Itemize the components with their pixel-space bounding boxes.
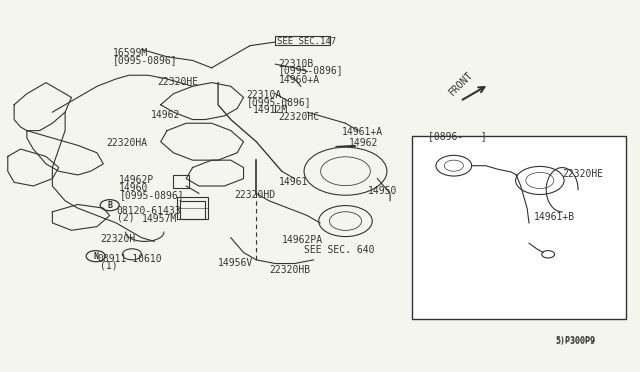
Text: 14960+A: 14960+A: [278, 75, 320, 85]
Bar: [180, 201, 205, 219]
Text: SEE SEC.147: SEE SEC.147: [277, 37, 337, 46]
Text: 16599M: 16599M: [113, 48, 148, 58]
Text: SEE SEC. 640: SEE SEC. 640: [304, 245, 374, 255]
Text: 5)P300P9: 5)P300P9: [556, 337, 596, 346]
Text: 14961+A: 14961+A: [342, 127, 383, 137]
Bar: [173, 175, 189, 188]
Text: 08911-10610: 08911-10610: [97, 254, 161, 264]
Bar: [177, 197, 209, 219]
Text: [0995-0896]: [0995-0896]: [119, 190, 184, 200]
Text: 08120-61433: 08120-61433: [116, 206, 180, 216]
Text: 14962: 14962: [151, 110, 180, 120]
Text: 14960: 14960: [119, 183, 148, 193]
Text: (2): (2): [117, 212, 135, 222]
Text: 14962: 14962: [349, 138, 378, 148]
Text: 14961+B: 14961+B: [534, 212, 575, 222]
Text: 14950: 14950: [368, 186, 397, 196]
Text: [0995-0896]: [0995-0896]: [246, 97, 311, 107]
Text: 14961: 14961: [278, 177, 308, 187]
Text: N: N: [93, 251, 98, 261]
Text: 22320HC: 22320HC: [278, 112, 320, 122]
Text: [0896-   ]: [0896- ]: [428, 131, 487, 141]
Text: [0995-0896]: [0995-0896]: [278, 65, 343, 75]
Text: B: B: [108, 201, 112, 210]
Text: 22320HE: 22320HE: [157, 77, 198, 87]
Text: FRONT: FRONT: [447, 70, 476, 97]
Text: 22310B: 22310B: [278, 59, 314, 68]
Text: 22320H: 22320H: [100, 234, 136, 244]
Text: 14962PA: 14962PA: [282, 235, 323, 245]
Text: 22320HA: 22320HA: [106, 138, 148, 148]
Bar: [275, 36, 330, 45]
Text: 14962P: 14962P: [119, 175, 154, 185]
Text: 22320HB: 22320HB: [269, 264, 310, 275]
Text: 5)P300P9: 5)P300P9: [556, 336, 596, 344]
Text: 22320HD: 22320HD: [234, 190, 275, 200]
Text: (1): (1): [100, 260, 118, 270]
Text: 22310A: 22310A: [246, 90, 282, 100]
Text: 22320HE: 22320HE: [562, 169, 604, 179]
Text: 14956V: 14956V: [218, 258, 253, 268]
Text: 14912M: 14912M: [253, 105, 289, 115]
Bar: [412, 136, 626, 319]
Text: [0995-0896]: [0995-0896]: [113, 55, 177, 65]
Text: 14957M: 14957M: [141, 214, 177, 224]
